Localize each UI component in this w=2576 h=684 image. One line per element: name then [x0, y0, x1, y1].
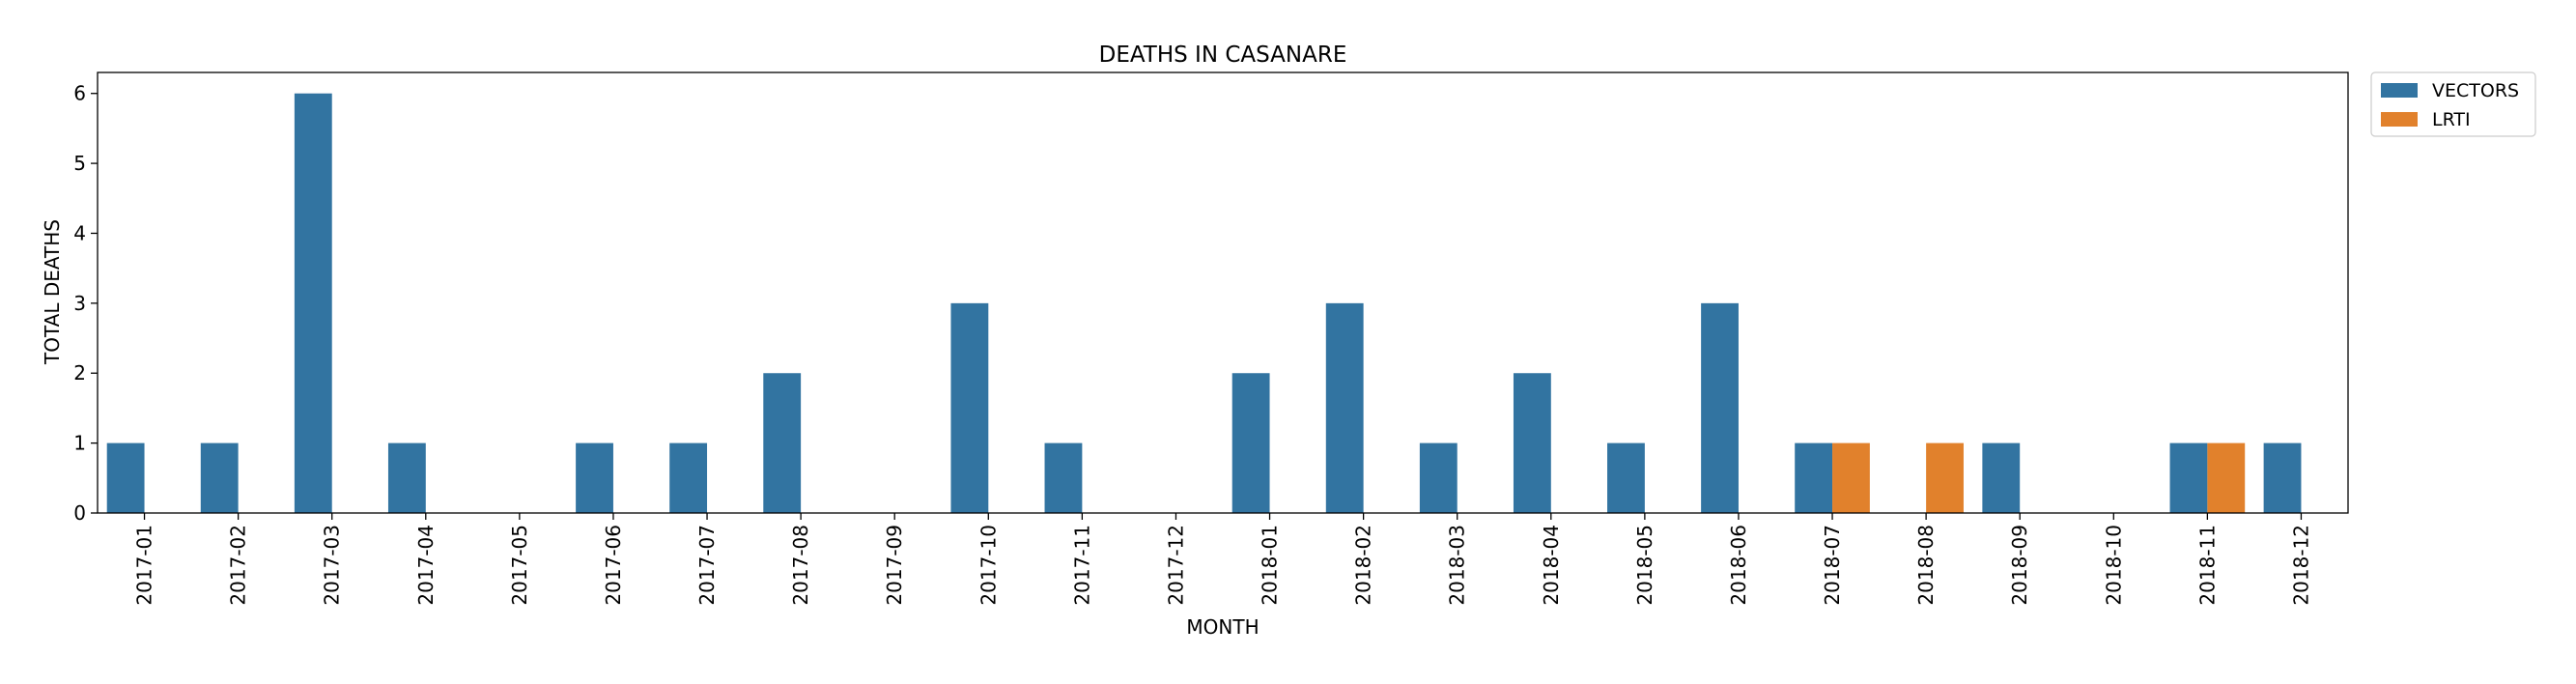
x-tick-label: 2017-05	[508, 525, 531, 606]
y-tick-label: 2	[73, 361, 86, 385]
y-tick-label: 3	[73, 292, 86, 315]
x-tick-label: 2017-06	[602, 525, 625, 606]
bar-vectors-2017-11	[1044, 442, 1083, 513]
x-tick-label: 2017-12	[1164, 525, 1187, 606]
bar-vectors-2018-01	[1231, 373, 1270, 513]
x-tick-label: 2017-09	[883, 525, 906, 606]
bar-vectors-2018-05	[1607, 442, 1645, 513]
x-tick-label: 2018-08	[1914, 525, 1938, 606]
bar-vectors-2017-07	[669, 442, 708, 513]
bar-vectors-2017-10	[950, 302, 989, 513]
x-tick-label: 2017-07	[695, 525, 719, 606]
y-tick-label: 0	[73, 501, 86, 525]
bar-vectors-2017-01	[106, 442, 145, 513]
bar-vectors-2018-04	[1513, 373, 1551, 513]
chart-title: DEATHS IN CASANARE	[1099, 43, 1347, 68]
x-tick-label: 2018-07	[1821, 525, 1844, 606]
bar-lrti-2018-08	[1926, 442, 1964, 513]
x-tick-label: 2018-05	[1633, 525, 1656, 606]
x-tick-label: 2017-01	[133, 525, 156, 606]
x-tick-label: 2017-04	[414, 525, 438, 606]
y-tick-label: 5	[73, 152, 86, 175]
bar-vectors-2018-02	[1325, 302, 1364, 513]
bar-lrti-2018-11	[2207, 442, 2246, 513]
bar-vectors-2018-09	[1982, 442, 2021, 513]
bar-vectors-2018-11	[2169, 442, 2208, 513]
x-tick-label: 2018-01	[1259, 525, 1282, 606]
bar-lrti-2018-07	[1832, 442, 1870, 513]
bar-vectors-2017-02	[200, 442, 239, 513]
axes-layer: 0 1 2 3 4 5 6 2017-01 2017-02 2017-03 2017-04 2017-…	[73, 71, 2349, 606]
x-tick-label: 2018-03	[1446, 525, 1469, 606]
legend-label-vectors: VECTORS	[2432, 80, 2519, 101]
bar-vectors-2018-03	[1419, 442, 1458, 513]
y-tick-label: 4	[73, 221, 86, 244]
x-tick-label: 2018-09	[2008, 525, 2031, 606]
bar-vectors-2017-03	[294, 93, 332, 514]
plot-frame	[97, 71, 2349, 514]
x-tick-label: 2018-11	[2195, 525, 2219, 606]
bar-vectors-2017-06	[576, 442, 613, 513]
legend-swatch-lrti	[2381, 112, 2418, 127]
bars-layer	[106, 93, 2302, 514]
x-tick-label: 2017-08	[789, 525, 812, 606]
x-tick-label: 2017-10	[977, 525, 1000, 606]
x-tick-label: 2018-12	[2289, 525, 2312, 606]
x-tick-label: 2017-03	[321, 525, 344, 606]
x-tick-label: 2017-11	[1070, 525, 1093, 606]
bar-vectors-2018-06	[1701, 302, 1739, 513]
bar-vectors-2018-07	[1795, 442, 1833, 513]
y-tick-label: 1	[73, 432, 86, 455]
bar-vectors-2018-12	[2263, 442, 2302, 513]
bar-vectors-2017-04	[387, 442, 426, 513]
x-axis-label: MONTH	[1186, 615, 1259, 639]
x-tick-label: 2018-06	[1727, 525, 1750, 606]
bar-vectors-2017-08	[763, 373, 802, 513]
x-tick-label: 2018-04	[1540, 525, 1563, 606]
legend-label-lrti: LRTI	[2432, 109, 2471, 130]
legend-swatch-vectors	[2381, 83, 2418, 98]
y-tick-label: 6	[73, 82, 86, 105]
x-tick-label: 2018-02	[1352, 525, 1375, 606]
y-axis-label: TOTAL DEATHS	[41, 219, 64, 365]
legend: VECTORS LRTI	[2370, 71, 2536, 137]
x-tick-label: 2017-02	[227, 525, 250, 606]
x-tick-label: 2018-10	[2102, 525, 2125, 606]
